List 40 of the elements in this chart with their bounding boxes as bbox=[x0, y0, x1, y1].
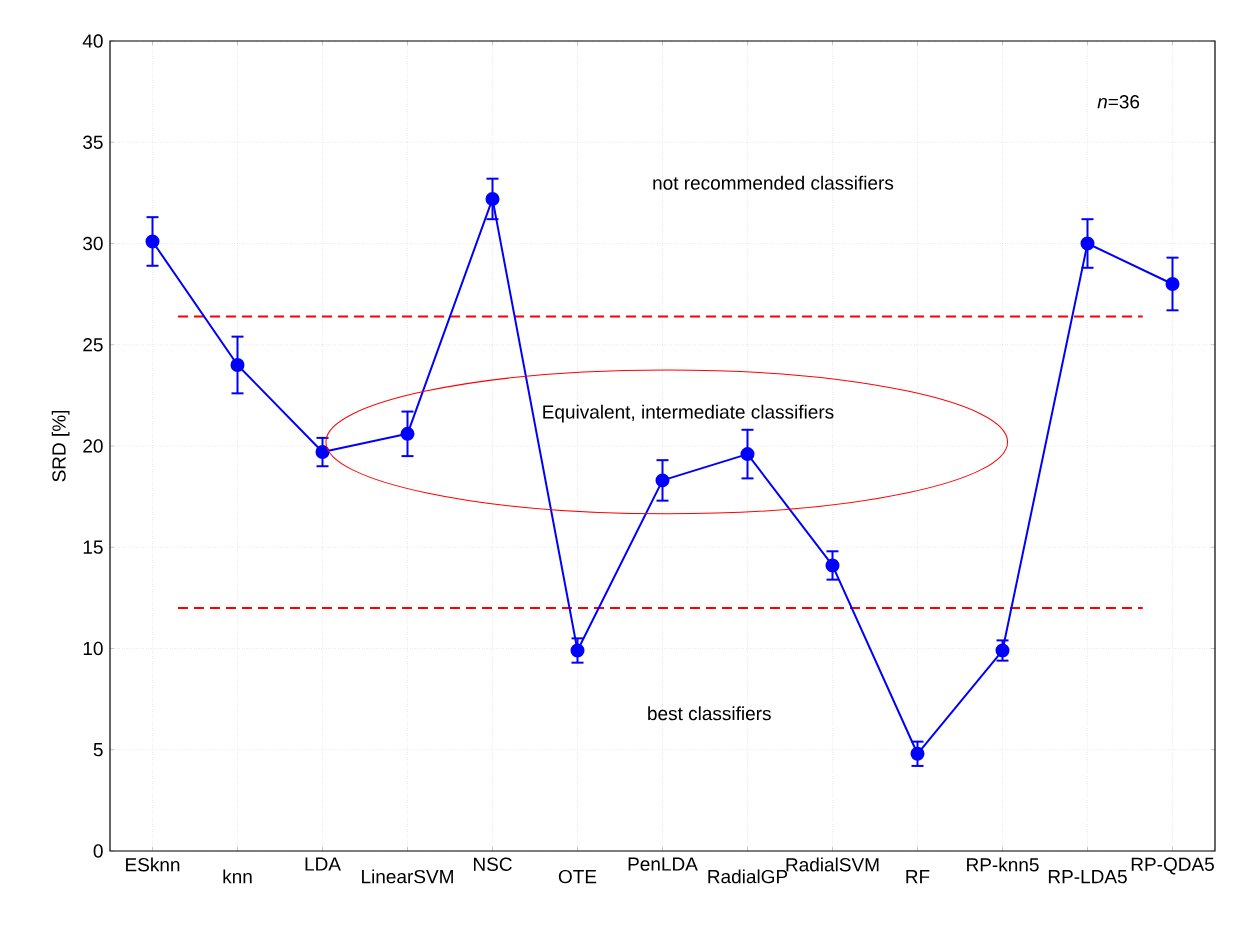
annotation: Equivalent, intermediate classifiers bbox=[543, 404, 834, 423]
point bbox=[1165, 276, 1180, 291]
annotation: n=36 bbox=[1097, 95, 1140, 109]
point bbox=[485, 191, 500, 206]
y-tick-label: 15 bbox=[83, 540, 103, 554]
x-tick-label: PenLDA bbox=[628, 857, 698, 871]
y-tick-label: 0 bbox=[93, 844, 103, 858]
x-tick-label: RF bbox=[906, 870, 930, 884]
point bbox=[825, 558, 840, 573]
y-tick-label: 35 bbox=[83, 135, 103, 149]
y-tick-label: 25 bbox=[83, 338, 103, 352]
y-tick-label: 30 bbox=[83, 236, 103, 251]
y-tick-label: 40 bbox=[82, 34, 103, 48]
point bbox=[230, 357, 245, 372]
point bbox=[740, 447, 755, 462]
point bbox=[315, 445, 330, 460]
point bbox=[145, 234, 160, 249]
x-tick-label: knn bbox=[223, 869, 252, 884]
x-tick-label: RP-QDA5 bbox=[1131, 857, 1214, 875]
point bbox=[995, 643, 1010, 658]
x-tick-label: LDA bbox=[305, 857, 341, 871]
point bbox=[400, 426, 415, 441]
x-tick-label: ESknn bbox=[126, 857, 180, 872]
x-tick-label: NSC bbox=[474, 857, 512, 871]
point bbox=[910, 746, 925, 761]
x-tick-label: OTE bbox=[558, 869, 597, 884]
y-tick-label: 20 bbox=[83, 439, 103, 453]
annotation: not recommended classifiers bbox=[653, 175, 894, 190]
x-tick-label: RadialSVM bbox=[786, 857, 879, 872]
x-tick-label: RP-knn5 bbox=[967, 857, 1039, 872]
x-tick-label: LinearSVM bbox=[362, 869, 453, 884]
y-tick-label: 5 bbox=[93, 743, 103, 757]
y-axis-title: SRD [%] bbox=[51, 410, 70, 482]
x-tick-label: RP-LDA5 bbox=[1048, 870, 1127, 884]
annotation: best classifiers bbox=[648, 706, 771, 721]
x-tick-label: RadialGP bbox=[708, 869, 788, 884]
point bbox=[1080, 236, 1095, 251]
point bbox=[655, 473, 670, 488]
y-tick-label: 10 bbox=[83, 641, 103, 656]
point bbox=[570, 643, 585, 658]
